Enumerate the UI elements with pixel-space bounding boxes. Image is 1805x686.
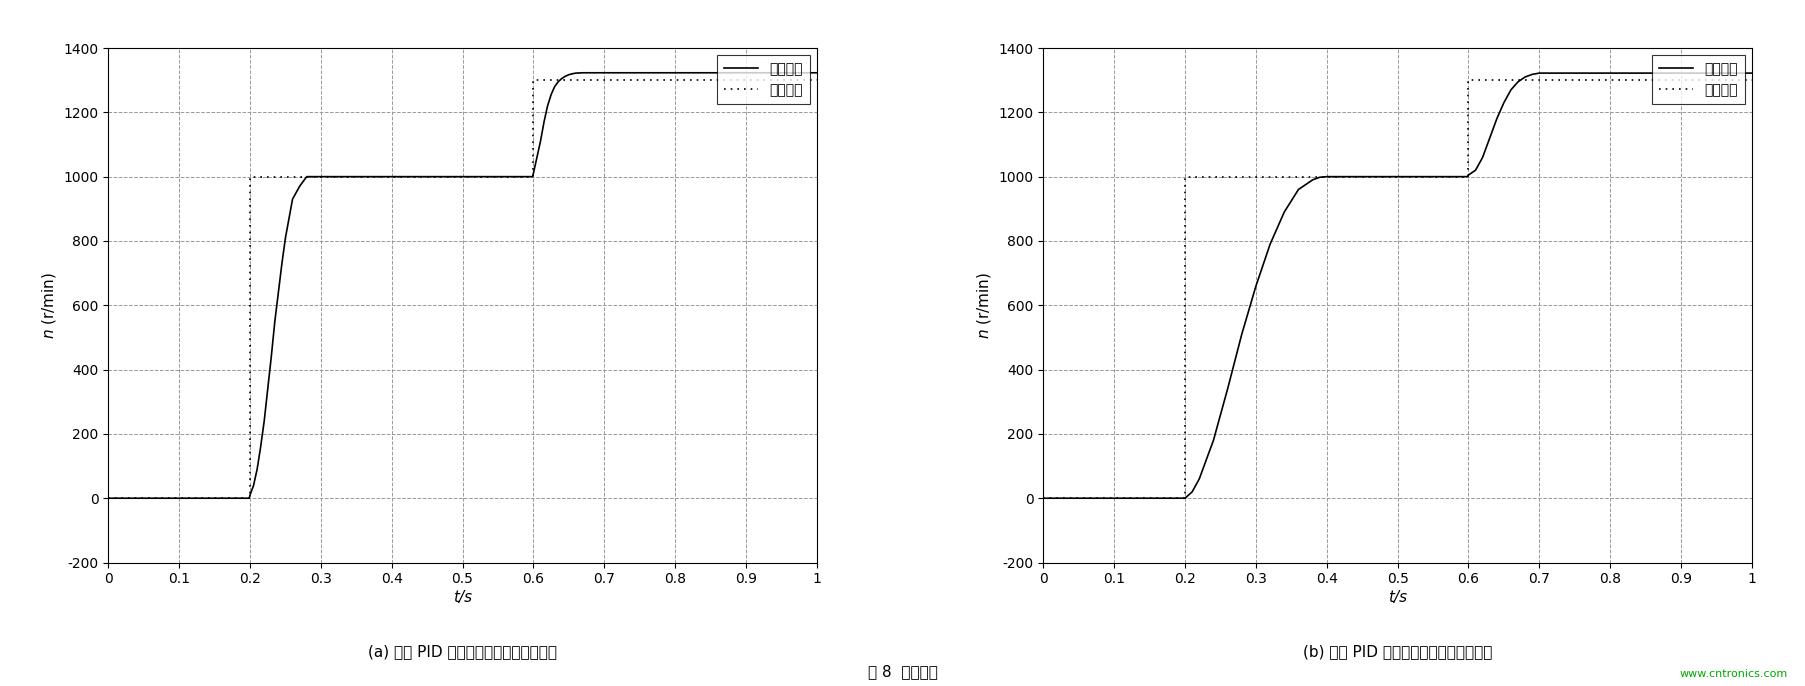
输入信号 <box>1173 172 1195 180</box>
响应曲线 <box>1478 134 1500 142</box>
输入信号 <box>522 76 543 84</box>
响应曲线 <box>551 75 572 83</box>
响应曲线 <box>594 69 616 77</box>
Text: (b) 模糊 PID 控制下的系统跟踪特能曲线: (b) 模糊 PID 控制下的系统跟踪特能曲线 <box>1301 644 1491 659</box>
输入信号 <box>1457 172 1478 180</box>
响应曲线 <box>1599 69 1621 78</box>
响应曲线 <box>547 78 569 86</box>
响应曲线 <box>1464 166 1486 174</box>
响应曲线 <box>253 417 274 425</box>
输入信号 <box>1173 494 1195 502</box>
输入信号 <box>1032 494 1054 502</box>
响应曲线 <box>296 172 318 180</box>
响应曲线 <box>238 494 260 502</box>
X-axis label: t/s: t/s <box>453 591 471 606</box>
响应曲线 <box>1287 185 1309 193</box>
响应曲线 <box>1173 494 1195 502</box>
Line: 输入信号: 输入信号 <box>108 80 816 498</box>
Legend: 响应曲线, 输入信号: 响应曲线, 输入信号 <box>1652 55 1744 104</box>
响应曲线 <box>97 494 119 502</box>
响应曲线 <box>282 195 303 203</box>
响应曲线 <box>267 288 289 296</box>
输入信号 <box>97 494 119 502</box>
输入信号 <box>238 172 260 180</box>
响应曲线 <box>260 353 282 361</box>
响应曲线 <box>572 69 594 77</box>
响应曲线 <box>1231 330 1253 338</box>
输入信号 <box>522 172 543 180</box>
响应曲线 <box>1670 69 1691 78</box>
响应曲线 <box>1520 70 1541 78</box>
X-axis label: t/s: t/s <box>1388 591 1406 606</box>
响应曲线 <box>1500 86 1522 94</box>
响应曲线 <box>1316 172 1338 180</box>
响应曲线 <box>1217 385 1238 393</box>
响应曲线 <box>561 69 583 78</box>
响应曲线 <box>522 172 543 180</box>
Legend: 响应曲线, 输入信号: 响应曲线, 输入信号 <box>717 55 809 104</box>
响应曲线 <box>381 172 403 180</box>
响应曲线 <box>1309 173 1330 181</box>
响应曲线 <box>310 172 332 180</box>
响应曲线 <box>554 72 576 80</box>
Line: 响应曲线: 响应曲线 <box>108 73 816 498</box>
响应曲线 <box>249 442 271 451</box>
响应曲线 <box>1740 69 1762 78</box>
输入信号 <box>1740 76 1762 84</box>
响应曲线 <box>1244 282 1265 290</box>
响应曲线 <box>1032 494 1054 502</box>
响应曲线 <box>1527 69 1549 78</box>
响应曲线 <box>242 482 264 490</box>
Text: (a) 常规 PID 控制下的系统跟踪特能曲线: (a) 常规 PID 控制下的系统跟踪特能曲线 <box>368 644 556 659</box>
响应曲线 <box>256 385 278 393</box>
响应曲线 <box>529 137 551 145</box>
响应曲线 <box>1493 99 1514 107</box>
响应曲线 <box>525 153 547 161</box>
响应曲线 <box>1457 171 1478 179</box>
输入信号 <box>805 76 827 84</box>
响应曲线 <box>536 102 558 110</box>
响应曲线 <box>271 259 292 268</box>
响应曲线 <box>1202 436 1224 445</box>
响应曲线 <box>245 465 267 473</box>
响应曲线 <box>1258 240 1280 248</box>
响应曲线 <box>540 91 561 99</box>
响应曲线 <box>1486 115 1507 123</box>
响应曲线 <box>664 69 686 77</box>
Text: 图 8  实验结果: 图 8 实验结果 <box>868 664 937 679</box>
响应曲线 <box>558 71 579 79</box>
响应曲线 <box>805 69 827 77</box>
响应曲线 <box>543 82 565 91</box>
响应曲线 <box>532 118 554 126</box>
输入信号 <box>238 494 260 502</box>
响应曲线 <box>1457 172 1478 180</box>
响应曲线 <box>735 69 756 77</box>
响应曲线 <box>274 234 296 242</box>
响应曲线 <box>1173 494 1195 502</box>
响应曲线 <box>451 172 473 180</box>
响应曲线 <box>1471 153 1493 161</box>
Line: 响应曲线: 响应曲线 <box>1043 73 1751 498</box>
Line: 输入信号: 输入信号 <box>1043 80 1751 498</box>
响应曲线 <box>565 69 587 78</box>
Text: www.cntronics.com: www.cntronics.com <box>1679 669 1787 679</box>
响应曲线 <box>1180 488 1202 496</box>
Y-axis label: $n$ (r/min): $n$ (r/min) <box>975 272 993 339</box>
响应曲线 <box>1301 176 1323 184</box>
Y-axis label: $n$ (r/min): $n$ (r/min) <box>40 272 58 339</box>
响应曲线 <box>1507 78 1529 86</box>
响应曲线 <box>264 317 285 325</box>
响应曲线 <box>1513 73 1534 81</box>
响应曲线 <box>278 214 300 222</box>
响应曲线 <box>1188 475 1209 483</box>
输入信号 <box>1457 76 1478 84</box>
响应曲线 <box>522 169 543 178</box>
响应曲线 <box>579 69 601 77</box>
响应曲线 <box>238 491 260 499</box>
响应曲线 <box>1386 172 1408 180</box>
响应曲线 <box>1273 208 1294 216</box>
响应曲线 <box>289 182 310 191</box>
